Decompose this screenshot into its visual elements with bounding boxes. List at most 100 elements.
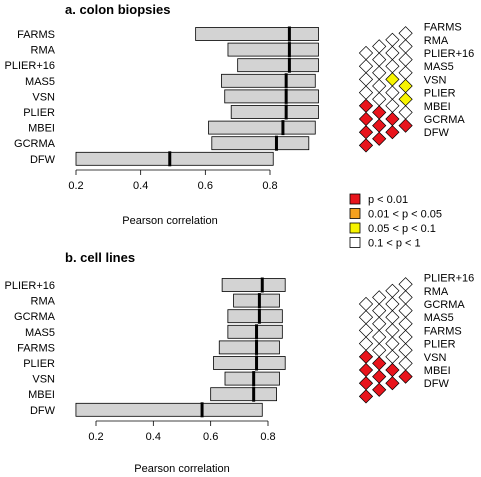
x-tick-label: 0.4 — [146, 431, 161, 443]
significance-cell — [372, 39, 387, 54]
significance-cell — [398, 343, 413, 358]
legend: p < 0.01 0.01 < p < 0.05 0.05 < p < 0.1 0.1… — [349, 193, 442, 250]
matrix-label: RMA — [424, 286, 449, 298]
significance-cell — [372, 356, 387, 371]
category-label: GCRMA — [14, 138, 56, 150]
significance-cell — [398, 118, 413, 133]
panel-b-title: b. cell lines — [65, 250, 135, 265]
legend-label: 0.05 < p < 0.1 — [368, 223, 436, 235]
legend-label: p < 0.01 — [368, 194, 408, 206]
significance-cell — [398, 78, 413, 94]
matrix-label: VSN — [424, 74, 447, 86]
range-bar — [221, 73, 316, 88]
significance-cell — [398, 290, 413, 305]
category-label: FARMS — [17, 342, 55, 354]
legend-label: 0.01 < p < 0.05 — [368, 209, 442, 221]
legend-swatch — [349, 222, 361, 234]
significance-cell — [372, 382, 387, 397]
category-label: MBEI — [28, 123, 55, 135]
range-bar — [237, 58, 319, 73]
range-bar — [208, 120, 316, 135]
x-tick-label: 0.4 — [133, 180, 148, 192]
panel-b-x-axis: 0.2 0.4 0.6 0.8 — [88, 420, 276, 443]
significance-cell — [358, 98, 374, 113]
matrix-label: PLIER+16 — [424, 48, 474, 60]
significance-cell — [372, 290, 387, 305]
significance-cell — [372, 343, 387, 358]
category-label: VSN — [32, 374, 55, 386]
significance-cell — [372, 316, 387, 331]
significance-cell — [358, 349, 374, 364]
significance-cell — [385, 310, 400, 325]
significance-cell — [385, 32, 400, 47]
significance-cell — [385, 125, 400, 140]
significance-cell — [385, 362, 400, 378]
legend-label: 0.1 < p < 1 — [368, 238, 421, 250]
category-label: PLIER+16 — [5, 60, 55, 72]
matrix-label: DFW — [424, 127, 450, 139]
significance-cell — [372, 118, 387, 133]
range-bar — [233, 293, 280, 308]
range-bar — [227, 42, 319, 57]
category-label: MAS5 — [25, 327, 55, 339]
significance-cell — [398, 329, 413, 345]
significance-cell — [385, 283, 400, 298]
significance-cell — [385, 336, 400, 351]
significance-cell — [398, 92, 413, 107]
matrix-label: FARMS — [424, 22, 462, 34]
significance-cell — [358, 310, 374, 325]
significance-cell — [398, 316, 413, 331]
x-tick-label: 0.8 — [262, 180, 277, 192]
legend-swatch — [349, 193, 361, 205]
range-bar — [211, 136, 310, 151]
significance-cell — [398, 105, 413, 120]
range-bar — [221, 278, 286, 292]
range-bar — [213, 356, 286, 370]
matrix-label: RMA — [424, 35, 449, 47]
significance-cells — [358, 277, 413, 404]
significance-cell — [358, 138, 374, 153]
significance-cell — [398, 52, 413, 67]
matrix-label: FARMS — [424, 325, 462, 337]
category-label: MBEI — [28, 389, 55, 401]
matrix-label: PLIER — [424, 88, 456, 100]
significance-cell — [358, 389, 374, 404]
legend-swatch — [349, 208, 361, 219]
panel-a-title: a. colon biopsies — [65, 2, 170, 17]
significance-cell — [358, 336, 374, 351]
significance-cell — [358, 323, 374, 338]
significance-cell — [372, 329, 387, 345]
significance-cell — [372, 92, 387, 107]
significance-cell — [385, 59, 400, 74]
significance-cell — [385, 111, 400, 127]
legend-swatch — [349, 237, 361, 248]
significance-cell — [398, 39, 413, 54]
significance-cell — [358, 111, 374, 127]
panel-b-x-axis-label: Pearson correlation — [134, 463, 229, 475]
matrix-label: MBEI — [424, 365, 451, 377]
significance-cell — [372, 78, 387, 94]
category-label: PLIER — [23, 358, 55, 370]
significance-cell — [358, 296, 374, 312]
matrix-label: GCRMA — [424, 114, 466, 126]
range-bar — [224, 89, 319, 104]
significance-cell — [385, 45, 400, 61]
significance-cell — [385, 376, 400, 391]
significance-cell — [385, 296, 400, 312]
significance-cell — [358, 59, 374, 74]
category-label: PLIER — [23, 107, 55, 119]
significance-cell — [385, 349, 400, 364]
significance-cell — [398, 65, 413, 80]
range-bar — [210, 387, 278, 402]
significance-cell — [358, 376, 374, 391]
significance-cell — [358, 45, 374, 61]
significance-cell — [358, 85, 374, 100]
significance-cell — [372, 369, 387, 384]
panel-cell-lines: b. cell lines PLIER+16RMAGCRMAMAS5FARMSP… — [5, 250, 475, 475]
significance-cell — [398, 277, 413, 292]
significance-cell — [372, 105, 387, 120]
significance-cell — [398, 26, 413, 41]
significance-cell — [358, 72, 374, 87]
